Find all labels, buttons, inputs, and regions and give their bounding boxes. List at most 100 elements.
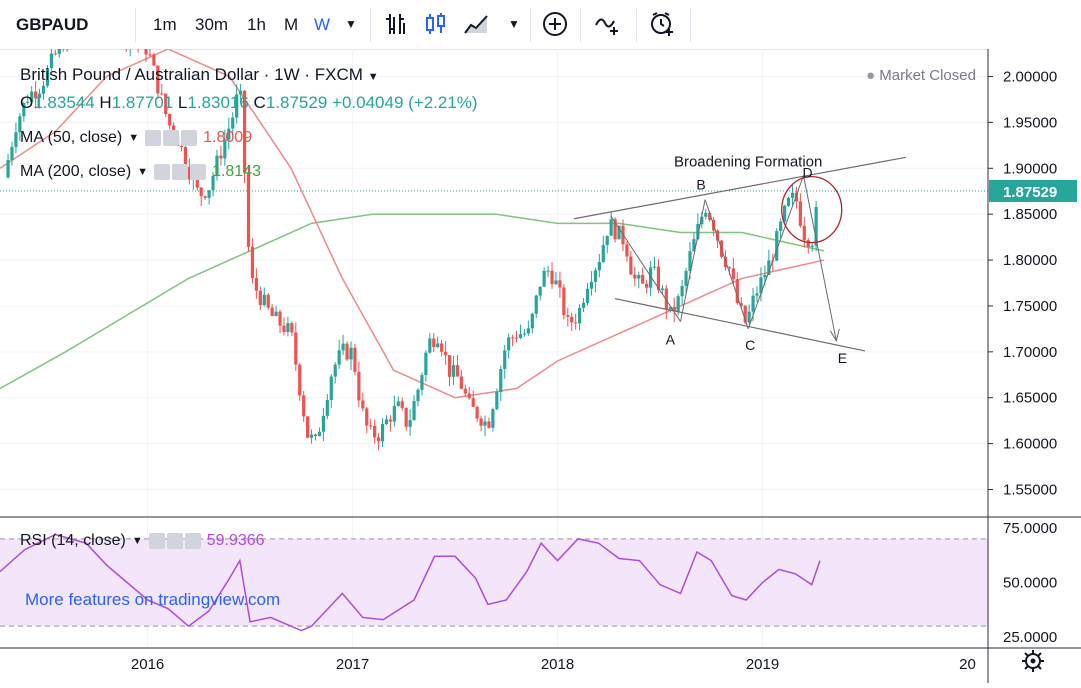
ma50-legend[interactable]: MA (50, close) ▼ 1.8009 (20, 129, 252, 147)
candle (290, 323, 293, 332)
rsi-legend[interactable]: RSI (14, close) ▼ 59.9366 (20, 532, 265, 550)
low-value: 1.83016 (187, 93, 248, 112)
candle (491, 409, 494, 428)
chevron-down-icon[interactable]: ▼ (508, 0, 520, 49)
price-tick-label: 1.75000 (1003, 298, 1057, 315)
candle (641, 275, 644, 284)
close-icon[interactable] (190, 164, 206, 180)
interval-1m[interactable]: 1m (153, 0, 177, 49)
ma50-controls[interactable] (145, 130, 197, 146)
candle (282, 326, 285, 332)
interval-30m[interactable]: 30m (195, 0, 228, 49)
eye-icon[interactable] (154, 164, 170, 180)
close-icon[interactable] (185, 533, 201, 549)
candle (385, 419, 388, 424)
interval-M[interactable]: M (284, 0, 298, 49)
point-e-label: E (838, 350, 847, 366)
gear-icon[interactable] (167, 533, 183, 549)
ma200-legend[interactable]: MA (200, close) ▼ 1.8143 (20, 163, 261, 181)
candle (633, 275, 636, 279)
candle (535, 296, 538, 314)
candle (479, 418, 482, 425)
candle (168, 114, 171, 125)
candle (428, 338, 431, 352)
candle (334, 365, 337, 377)
time-tick-label: 2017 (336, 656, 369, 673)
chevron-down-icon[interactable]: ▼ (132, 535, 143, 547)
candle (432, 338, 435, 347)
point-b-label: B (696, 176, 705, 192)
ma200-controls[interactable] (154, 164, 206, 180)
chart-title: British Pound / Australian Dollar · 1W ·… (20, 65, 379, 85)
add-indicator-icon[interactable] (542, 11, 568, 37)
candle (369, 425, 372, 426)
last-price-text: 1.87529 (1003, 184, 1057, 201)
chevron-down-icon[interactable]: ▼ (345, 0, 357, 49)
candle (610, 219, 613, 235)
candle (625, 244, 628, 256)
candle (464, 389, 467, 394)
alert-icon[interactable] (649, 11, 675, 37)
compare-icon[interactable] (594, 11, 620, 37)
bar-style-icon[interactable] (383, 11, 409, 37)
rsi-controls[interactable] (149, 533, 201, 549)
ma200-label: MA (200, close) (20, 163, 131, 181)
lower-trendline (615, 299, 865, 351)
gear-icon[interactable] (172, 164, 188, 180)
price-tick-label: 1.90000 (1003, 160, 1057, 177)
candle (420, 375, 423, 390)
close-label: C (254, 93, 266, 112)
candle (373, 426, 376, 437)
tradingview-watermark[interactable]: More features on tradingview.com (25, 590, 280, 610)
eye-icon[interactable] (145, 130, 161, 146)
close-icon[interactable] (181, 130, 197, 146)
candle (527, 328, 530, 333)
candle (732, 268, 735, 279)
last-price-label: 1.87529 (989, 180, 1077, 202)
time-tick-label: 2018 (541, 656, 574, 673)
candle (330, 377, 333, 400)
candle (310, 435, 313, 438)
candle (751, 296, 754, 312)
candle (144, 49, 147, 54)
candle (357, 372, 360, 401)
candle (539, 287, 542, 296)
candle (219, 156, 222, 159)
candle (476, 407, 479, 419)
area-chart-icon[interactable] (463, 11, 489, 37)
candle (416, 390, 419, 401)
candle (424, 353, 427, 375)
market-status: ● Market Closed (866, 67, 976, 84)
candle (554, 280, 557, 284)
candle (444, 352, 447, 355)
eye-icon[interactable] (149, 533, 165, 549)
candle (306, 416, 309, 437)
open-label: O (20, 93, 33, 112)
candle (58, 49, 61, 54)
candle (409, 420, 412, 427)
chevron-down-icon[interactable]: ▼ (137, 166, 148, 178)
candle-style-icon[interactable] (423, 11, 449, 37)
candle (148, 54, 151, 55)
candle (314, 435, 317, 436)
chevron-down-icon[interactable]: ▼ (128, 132, 139, 144)
interval-W[interactable]: W (314, 0, 330, 49)
candle (200, 188, 203, 197)
price-tick-label: 1.55000 (1003, 481, 1057, 498)
candle (349, 348, 352, 360)
gear-icon[interactable] (163, 130, 179, 146)
candle (606, 236, 609, 245)
settings-gear-icon[interactable] (1022, 650, 1044, 672)
candle (448, 355, 451, 377)
candle (393, 406, 396, 422)
toolbar-divider (135, 8, 136, 42)
candle (54, 53, 57, 54)
symbol-search[interactable]: GBPAUD (16, 0, 88, 49)
chevron-down-icon[interactable]: ▼ (368, 71, 379, 83)
candle (602, 245, 605, 262)
candle (684, 271, 687, 286)
interval-1h[interactable]: 1h (247, 0, 266, 49)
candle (645, 284, 648, 288)
candle (263, 295, 266, 305)
